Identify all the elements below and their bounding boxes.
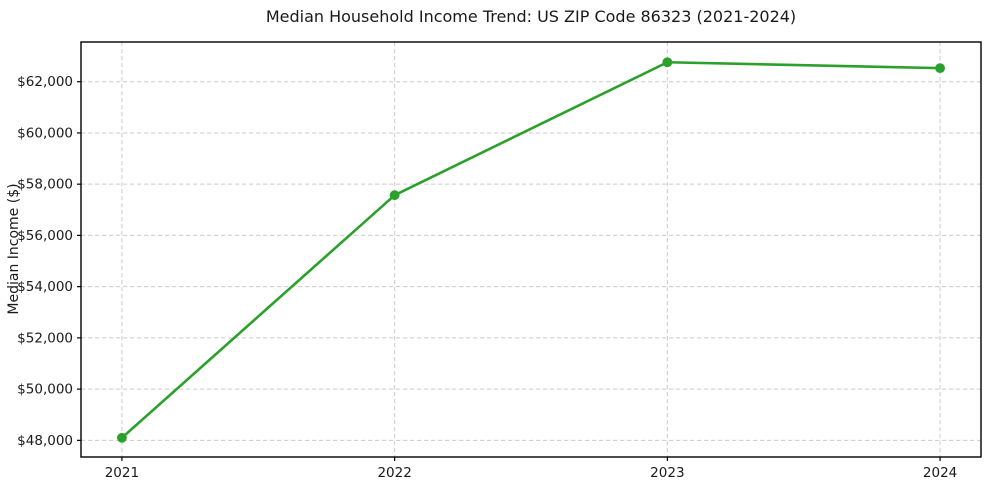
chart-title: Median Household Income Trend: US ZIP Co… xyxy=(265,7,797,26)
x-tick-label: 2024 xyxy=(923,465,957,481)
y-tick-label: $52,000 xyxy=(17,330,73,346)
y-tick-label: $48,000 xyxy=(17,433,73,449)
x-tick-label: 2022 xyxy=(377,465,411,481)
y-tick-label: $56,000 xyxy=(17,228,73,244)
y-tick-label: $50,000 xyxy=(17,382,73,398)
data-point-marker xyxy=(117,432,127,443)
x-tick-label: 2023 xyxy=(650,465,684,481)
data-point-marker xyxy=(935,63,945,74)
y-tick-label: $54,000 xyxy=(17,279,73,295)
x-tick-label: 2021 xyxy=(105,465,139,481)
income-line-series xyxy=(120,60,942,440)
y-tick-label: $62,000 xyxy=(17,74,73,90)
data-point-marker xyxy=(662,57,673,68)
y-tick-label: $60,000 xyxy=(17,125,73,141)
data-point-marker xyxy=(389,190,400,201)
y-tick-label: $58,000 xyxy=(17,177,73,193)
plot-border xyxy=(80,41,982,458)
